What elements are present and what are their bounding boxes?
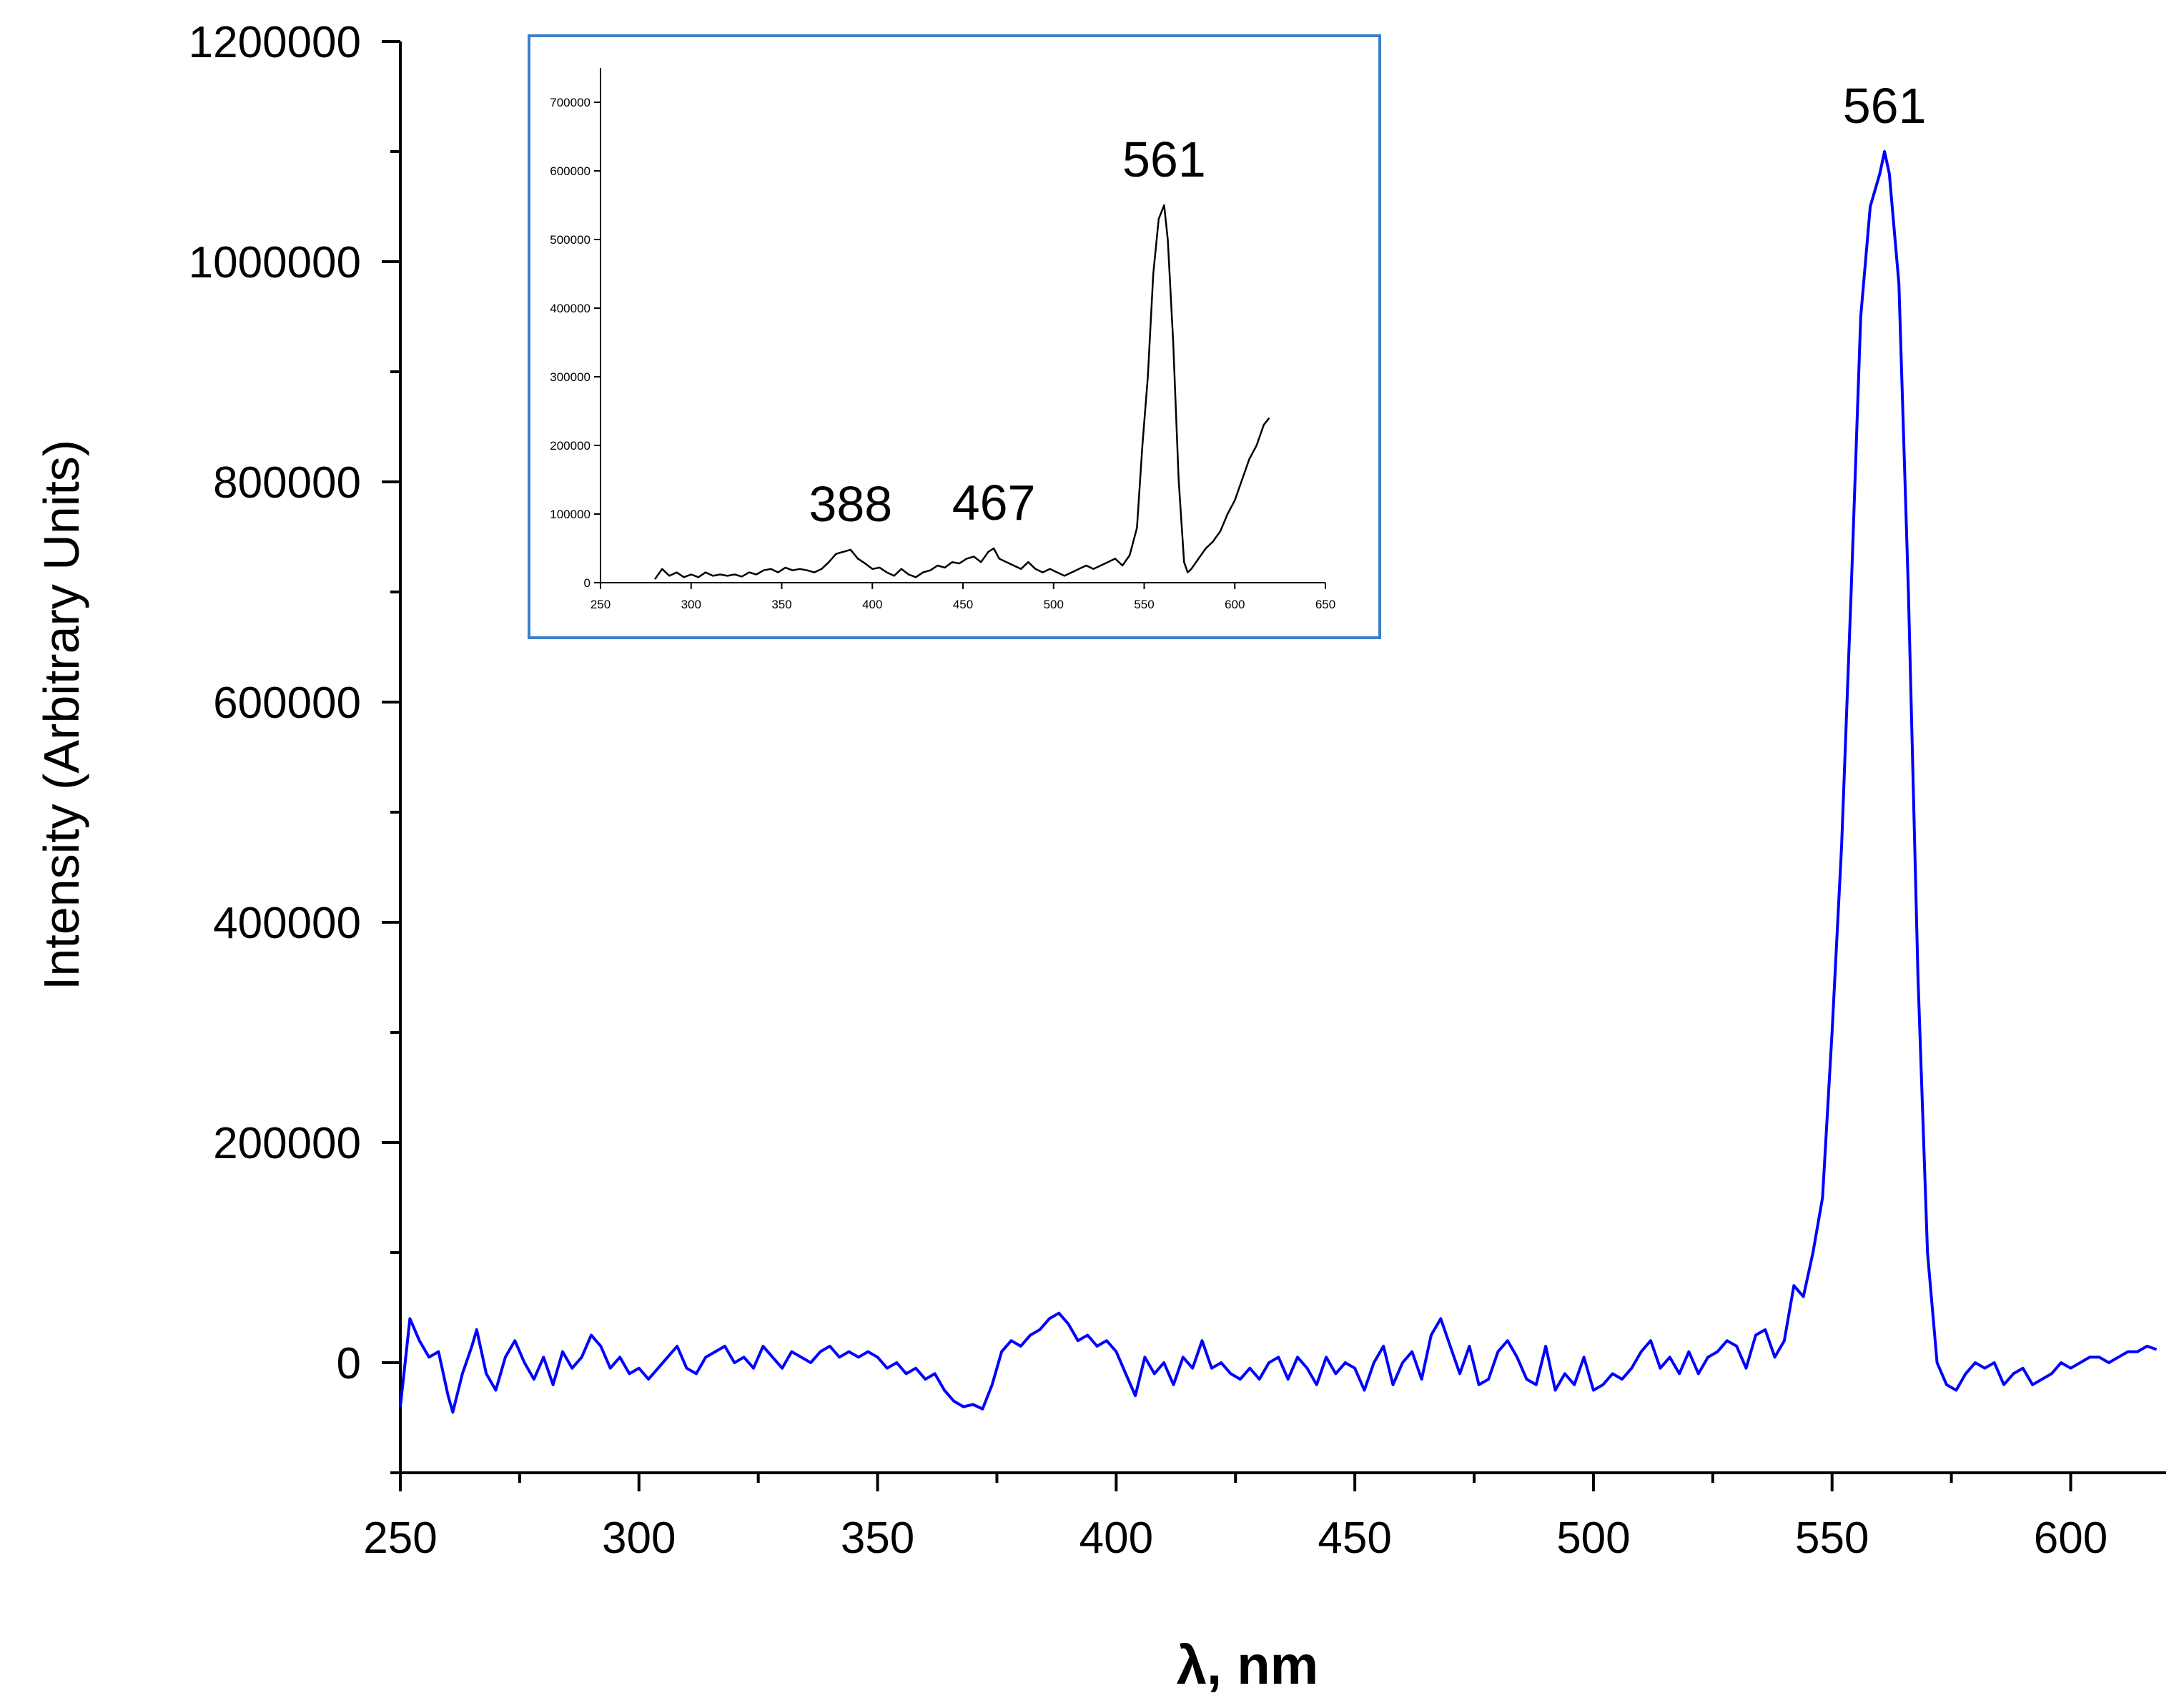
y-tick-label: 200000 bbox=[213, 1119, 361, 1168]
x-tick-label: 550 bbox=[1795, 1514, 1869, 1563]
inset-x-tick-label: 400 bbox=[862, 598, 882, 611]
inset-plot: 250 300 350 400 450 500 550 600 650 0 100000 200000… bbox=[528, 34, 1381, 639]
x-tick-label: 600 bbox=[2034, 1514, 2108, 1563]
inset-x-tick-label: 450 bbox=[953, 598, 973, 611]
inset-x-tick-label: 600 bbox=[1225, 598, 1245, 611]
y-tick-label: 0 bbox=[337, 1339, 361, 1388]
y-tick-label: 600000 bbox=[213, 678, 361, 728]
inset-border bbox=[528, 34, 1381, 639]
inset-peak-label: 561 bbox=[1122, 132, 1206, 187]
inset-x-tick-label: 250 bbox=[591, 598, 611, 611]
inset-x-tick-label: 500 bbox=[1044, 598, 1064, 611]
inset-y-tick-label: 300000 bbox=[550, 370, 591, 384]
inset-y-tick-label: 700000 bbox=[550, 96, 591, 109]
spectrum-line bbox=[399, 150, 2158, 1414]
inset-y-tick-label: 0 bbox=[584, 576, 591, 590]
y-tick-label: 1200000 bbox=[189, 18, 361, 67]
main-plot: 250 300 350 400 450 500 550 600 0 200000 400000 600… bbox=[189, 18, 2166, 1563]
y-tick-label: 400000 bbox=[213, 899, 361, 948]
inset-y-tick-label: 200000 bbox=[550, 439, 591, 453]
inset-x-tick-label: 300 bbox=[681, 598, 701, 611]
x-tick-label: 350 bbox=[841, 1514, 914, 1563]
inset-y-tick-label: 400000 bbox=[550, 302, 591, 315]
inset-x-tick-label: 550 bbox=[1134, 598, 1154, 611]
inset-y-tick-label: 500000 bbox=[550, 233, 591, 247]
inset-x-tick-label: 650 bbox=[1315, 598, 1335, 611]
x-tick-label: 250 bbox=[363, 1514, 437, 1563]
y-tick-label: 800000 bbox=[213, 458, 361, 508]
y-tick-label: 1000000 bbox=[189, 238, 361, 287]
y-axis-label: Intensity (Arbitrary Units) bbox=[34, 440, 89, 990]
x-tick-label: 300 bbox=[602, 1514, 676, 1563]
inset-peak-label: 467 bbox=[952, 475, 1036, 530]
x-axis-label: λ, nm bbox=[1177, 1635, 1319, 1696]
inset-peak-label: 388 bbox=[809, 476, 892, 532]
peak-label: 561 bbox=[1843, 78, 1927, 134]
inset-spectrum-line bbox=[653, 204, 1270, 580]
x-tick-label: 400 bbox=[1079, 1514, 1153, 1563]
inset-y-tick-label: 600000 bbox=[550, 164, 591, 178]
x-tick-label: 500 bbox=[1556, 1514, 1630, 1563]
inset-y-tick-label: 100000 bbox=[550, 508, 591, 521]
inset-x-tick-label: 350 bbox=[771, 598, 791, 611]
x-tick-label: 450 bbox=[1318, 1514, 1391, 1563]
